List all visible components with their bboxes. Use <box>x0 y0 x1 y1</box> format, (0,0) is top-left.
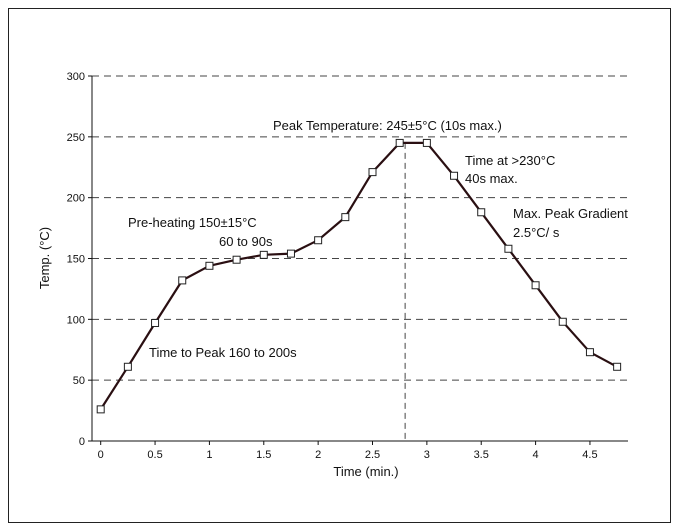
data-point <box>395 138 404 147</box>
x-tick-label: 2.5 <box>365 449 380 461</box>
peak-temperature-annotation: Peak Temperature: 245±5°C (10s max.) <box>273 118 502 133</box>
x-tick-labels: 0 0.5 1 1.5 2 2.5 3 3.5 4 4.5 <box>98 441 598 461</box>
preheat-annotation-line1: Pre-heating 150±15°C <box>128 215 257 230</box>
data-point <box>368 168 377 177</box>
data-point <box>178 276 187 285</box>
y-tick-label: 100 <box>67 314 85 326</box>
data-point <box>613 362 622 371</box>
x-tick-label: 1.5 <box>256 449 271 461</box>
y-tick-label: 150 <box>67 254 85 266</box>
x-tick-label: 4 <box>533 449 539 461</box>
x-tick-label: 2 <box>315 449 321 461</box>
data-point <box>341 213 350 222</box>
y-tick-label: 300 <box>67 71 85 83</box>
data-point <box>450 171 459 180</box>
x-axis-label: Time (min.) <box>333 464 398 479</box>
grid-lines <box>92 75 628 381</box>
data-point <box>205 261 214 270</box>
y-tick-label: 200 <box>67 193 85 205</box>
y-tick-label: 50 <box>73 375 85 387</box>
gradient-annotation-line2: 2.5°C/ s <box>513 225 560 240</box>
x-tick-label: 1 <box>206 449 212 461</box>
markers-group <box>96 138 622 414</box>
time-above-annotation-line1: Time at >230°C <box>465 153 555 168</box>
x-tick-label: 3.5 <box>474 449 489 461</box>
data-point <box>286 249 295 258</box>
y-tick-label: 0 <box>79 436 85 448</box>
x-tick-label: 0 <box>98 449 104 461</box>
gradient-annotation-line1: Max. Peak Gradient <box>513 206 628 221</box>
preheat-annotation-line2: 60 to 90s <box>219 234 273 249</box>
data-point <box>259 250 268 259</box>
time-to-peak-annotation: Time to Peak 160 to 200s <box>149 345 297 360</box>
data-point <box>585 348 594 357</box>
series-line <box>99 141 618 410</box>
data-point <box>422 138 431 147</box>
y-tick-label: 250 <box>67 132 85 144</box>
data-point <box>558 317 567 326</box>
y-axis-label: Temp. (°C) <box>37 227 52 289</box>
series-group <box>99 141 618 410</box>
time-above-annotation-line2: 40s max. <box>465 171 518 186</box>
x-tick-label: 4.5 <box>582 449 597 461</box>
x-tick-label: 3 <box>424 449 430 461</box>
data-point <box>504 244 513 253</box>
x-tick-label: 0.5 <box>147 449 162 461</box>
data-point <box>123 362 132 371</box>
data-point <box>151 318 160 327</box>
data-point <box>531 281 540 290</box>
chart-frame <box>8 8 671 523</box>
y-tick-labels: 0 50 100 150 200 250 300 <box>67 71 92 448</box>
data-point <box>96 405 105 414</box>
data-point <box>232 255 241 264</box>
data-point <box>314 236 323 245</box>
data-point <box>477 208 486 217</box>
